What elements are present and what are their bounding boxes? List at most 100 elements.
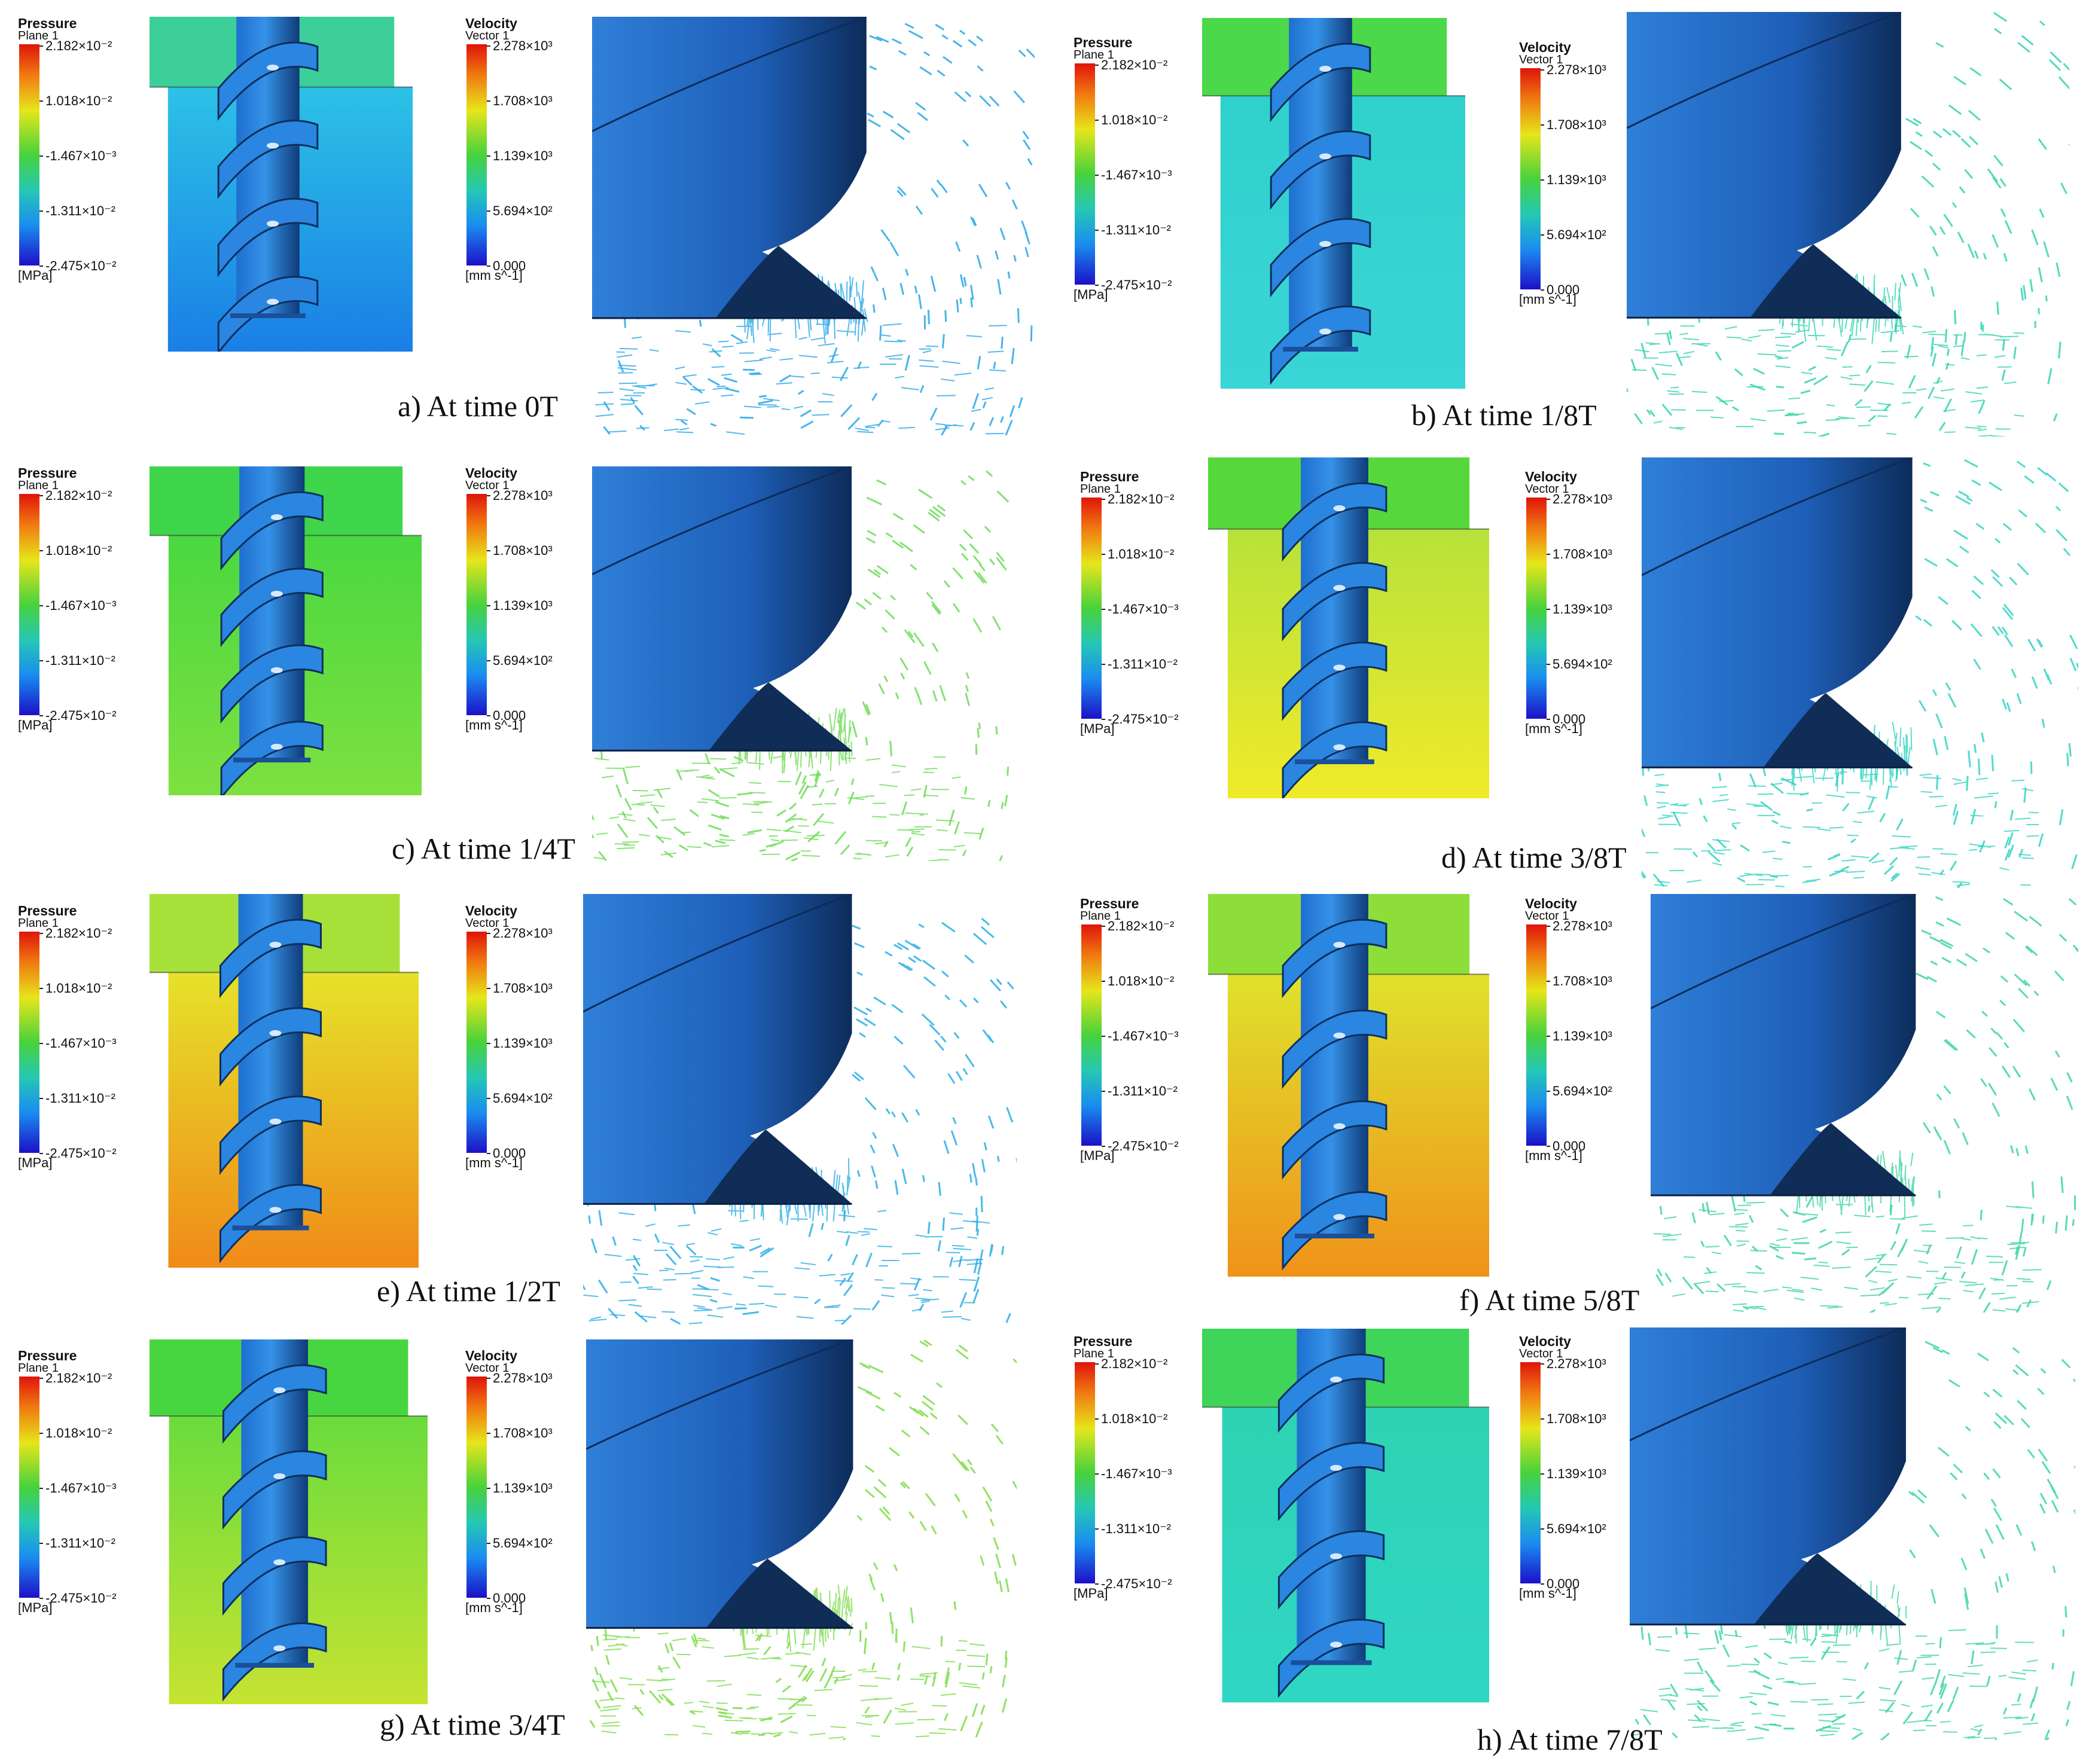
legend-subtitle: Plane 1	[1074, 1347, 1114, 1360]
legend-tick-label: 1.018×10⁻²	[1094, 112, 1168, 127]
screw-flight	[1282, 1100, 1387, 1180]
legend-tick-label: -1.467×10⁻³	[1102, 602, 1179, 617]
legend-tick-label: -2.475×10⁻²	[1095, 277, 1172, 292]
legend-unit: [mm s^-1]	[465, 1600, 523, 1615]
screw-flight	[220, 644, 324, 724]
legend-tick-label: 0.000	[486, 1146, 526, 1161]
legend-tick-label: -1.467×10⁻³	[39, 148, 117, 163]
legend-unit: [mm s^-1]	[465, 718, 523, 733]
screw-flight	[1282, 642, 1387, 721]
legend-tick-label: 1.708×10³	[487, 981, 553, 996]
legend-title: Velocity	[1519, 1333, 1571, 1349]
screw-flight	[1277, 1353, 1385, 1433]
screw-flight	[220, 567, 324, 648]
legend-tick-label: 5.694×10²	[487, 203, 553, 218]
pressure-contour-plot	[1202, 18, 1465, 389]
velocity-legend: Velocity Vector 1 2.278×10³ 1.708×10³ 1.139×…	[1525, 897, 1645, 1232]
pressure-legend: Pressure Plane 1 2.182×10⁻² 1.018×10⁻² -1.46…	[1074, 1335, 1193, 1670]
legend-tick-label: 1.139×10³	[487, 598, 553, 613]
legend-tick-label: 1.708×10³	[1547, 973, 1612, 988]
color-scale-bar	[1526, 924, 1547, 1146]
pressure-contour-plot	[1208, 894, 1489, 1277]
legend-tick-label: 1.018×10⁻²	[1101, 547, 1175, 561]
legend-tick-label: 2.278×10³	[1547, 492, 1612, 506]
legend-tick-label: 0.000	[1546, 712, 1586, 727]
legend-tick-label: 1.018×10⁻²	[39, 1426, 112, 1441]
pressure-contour-plot	[150, 17, 413, 352]
screw-flight	[1277, 1530, 1385, 1610]
legend-tick-label: 1.139×10³	[487, 1481, 553, 1496]
pressure-legend: Pressure Plane 1 2.182×10⁻² 1.018×10⁻² -1.46…	[18, 17, 138, 352]
velocity-vectors	[592, 470, 1010, 861]
legend-tick-label: 5.694×10²	[1547, 657, 1612, 672]
legend-tick-label: -1.311×10⁻²	[39, 653, 116, 668]
legend-tick-label: 2.182×10⁻²	[1094, 57, 1168, 72]
legend-subtitle: Plane 1	[1080, 483, 1121, 496]
screw-flight	[1282, 721, 1387, 798]
color-scale-bar	[1526, 498, 1547, 719]
legend-tick-label: -1.311×10⁻²	[39, 1091, 116, 1106]
screw-closeup	[592, 466, 852, 751]
color-scale-bar	[466, 44, 487, 265]
pressure-legend: Pressure Plane 1 2.182×10⁻² 1.018×10⁻² -1.46…	[1074, 36, 1193, 371]
screw-closeup	[1651, 894, 1916, 1195]
legend-tick-label: 0.000	[486, 1591, 526, 1606]
legend-tick-label: 2.278×10³	[487, 488, 553, 503]
screw-flight	[1277, 1442, 1385, 1522]
legend-title: Velocity	[1519, 39, 1571, 55]
velocity-vectors	[1634, 1341, 2075, 1740]
screw-flight	[1282, 1009, 1387, 1089]
screw-flight	[222, 1536, 327, 1616]
legend-title: Pressure	[1074, 35, 1133, 50]
legend-tick-label: -2.475×10⁻²	[1102, 712, 1179, 727]
legend-tick-label: 1.708×10³	[1541, 117, 1606, 132]
pressure-legend: Pressure Plane 1 2.182×10⁻² 1.018×10⁻² -1.46…	[1080, 897, 1200, 1232]
panel-caption: a) At time 0T	[398, 389, 558, 423]
legend-tick-label: 1.708×10³	[487, 1426, 553, 1441]
screw-closeup	[583, 894, 852, 1204]
legend-tick-label: 2.278×10³	[487, 926, 553, 941]
legend-unit: [mm s^-1]	[1519, 1586, 1576, 1601]
velocity-vector-plot	[583, 894, 1017, 1324]
legend-tick-label: 5.694×10²	[487, 653, 553, 668]
legend-tick-label: 1.139×10³	[487, 1036, 553, 1051]
legend-tick-label: 0.000	[486, 708, 526, 723]
screw-flight	[1282, 1191, 1387, 1271]
screw-flight	[219, 1095, 322, 1176]
velocity-legend: Velocity Vector 1 2.278×10³ 1.708×10³ 1.139×…	[1519, 1335, 1639, 1670]
legend-tick-label: -1.467×10⁻³	[39, 1036, 117, 1051]
legend-title: Velocity	[465, 1348, 517, 1363]
velocity-legend: Velocity Vector 1 2.278×10³ 1.708×10³ 1.139×…	[1525, 470, 1645, 805]
legend-tick-label: 2.182×10⁻²	[39, 38, 112, 53]
velocity-legend: Velocity Vector 1 2.278×10³ 1.708×10³ 1.139×…	[465, 1349, 585, 1684]
screw-flight	[222, 1622, 327, 1702]
color-scale-bar	[466, 494, 487, 715]
color-scale-bar	[1520, 68, 1541, 289]
legend-tick-label: 5.694×10²	[487, 1536, 553, 1551]
panel-caption: h) At time 7/8T	[1477, 1723, 1663, 1756]
legend-title: Pressure	[1074, 1333, 1133, 1349]
screw-flight	[222, 1450, 327, 1530]
screw-closeup	[1627, 12, 1901, 318]
velocity-vector-plot	[592, 466, 1011, 861]
pressure-contour-plot	[1202, 1329, 1489, 1702]
color-scale-bar	[19, 1377, 39, 1598]
legend-title: Velocity	[465, 465, 517, 481]
screw-flight	[1277, 1619, 1385, 1698]
legend-subtitle: Vector 1	[465, 917, 510, 930]
screw-flight	[219, 1007, 322, 1087]
screw-closeup	[586, 1339, 853, 1628]
legend-tick-label: -2.475×10⁻²	[1095, 1576, 1172, 1591]
legend-tick-label: 2.278×10³	[1541, 62, 1606, 77]
legend-tick-label: 1.708×10³	[1547, 547, 1612, 561]
legend-tick-label: 2.182×10⁻²	[1101, 492, 1175, 506]
legend-tick-label: 1.708×10³	[1541, 1411, 1606, 1426]
legend-tick-label: -1.467×10⁻³	[39, 598, 117, 613]
legend-tick-label: 1.708×10³	[487, 543, 553, 558]
screw-flight	[220, 721, 324, 795]
panel-caption: b) At time 1/8T	[1411, 398, 1597, 432]
legend-subtitle: Vector 1	[465, 479, 510, 492]
legend-unit: [mm s^-1]	[1519, 292, 1576, 307]
legend-tick-label: 1.139×10³	[1541, 172, 1606, 187]
legend-unit: [mm s^-1]	[1525, 1148, 1582, 1163]
